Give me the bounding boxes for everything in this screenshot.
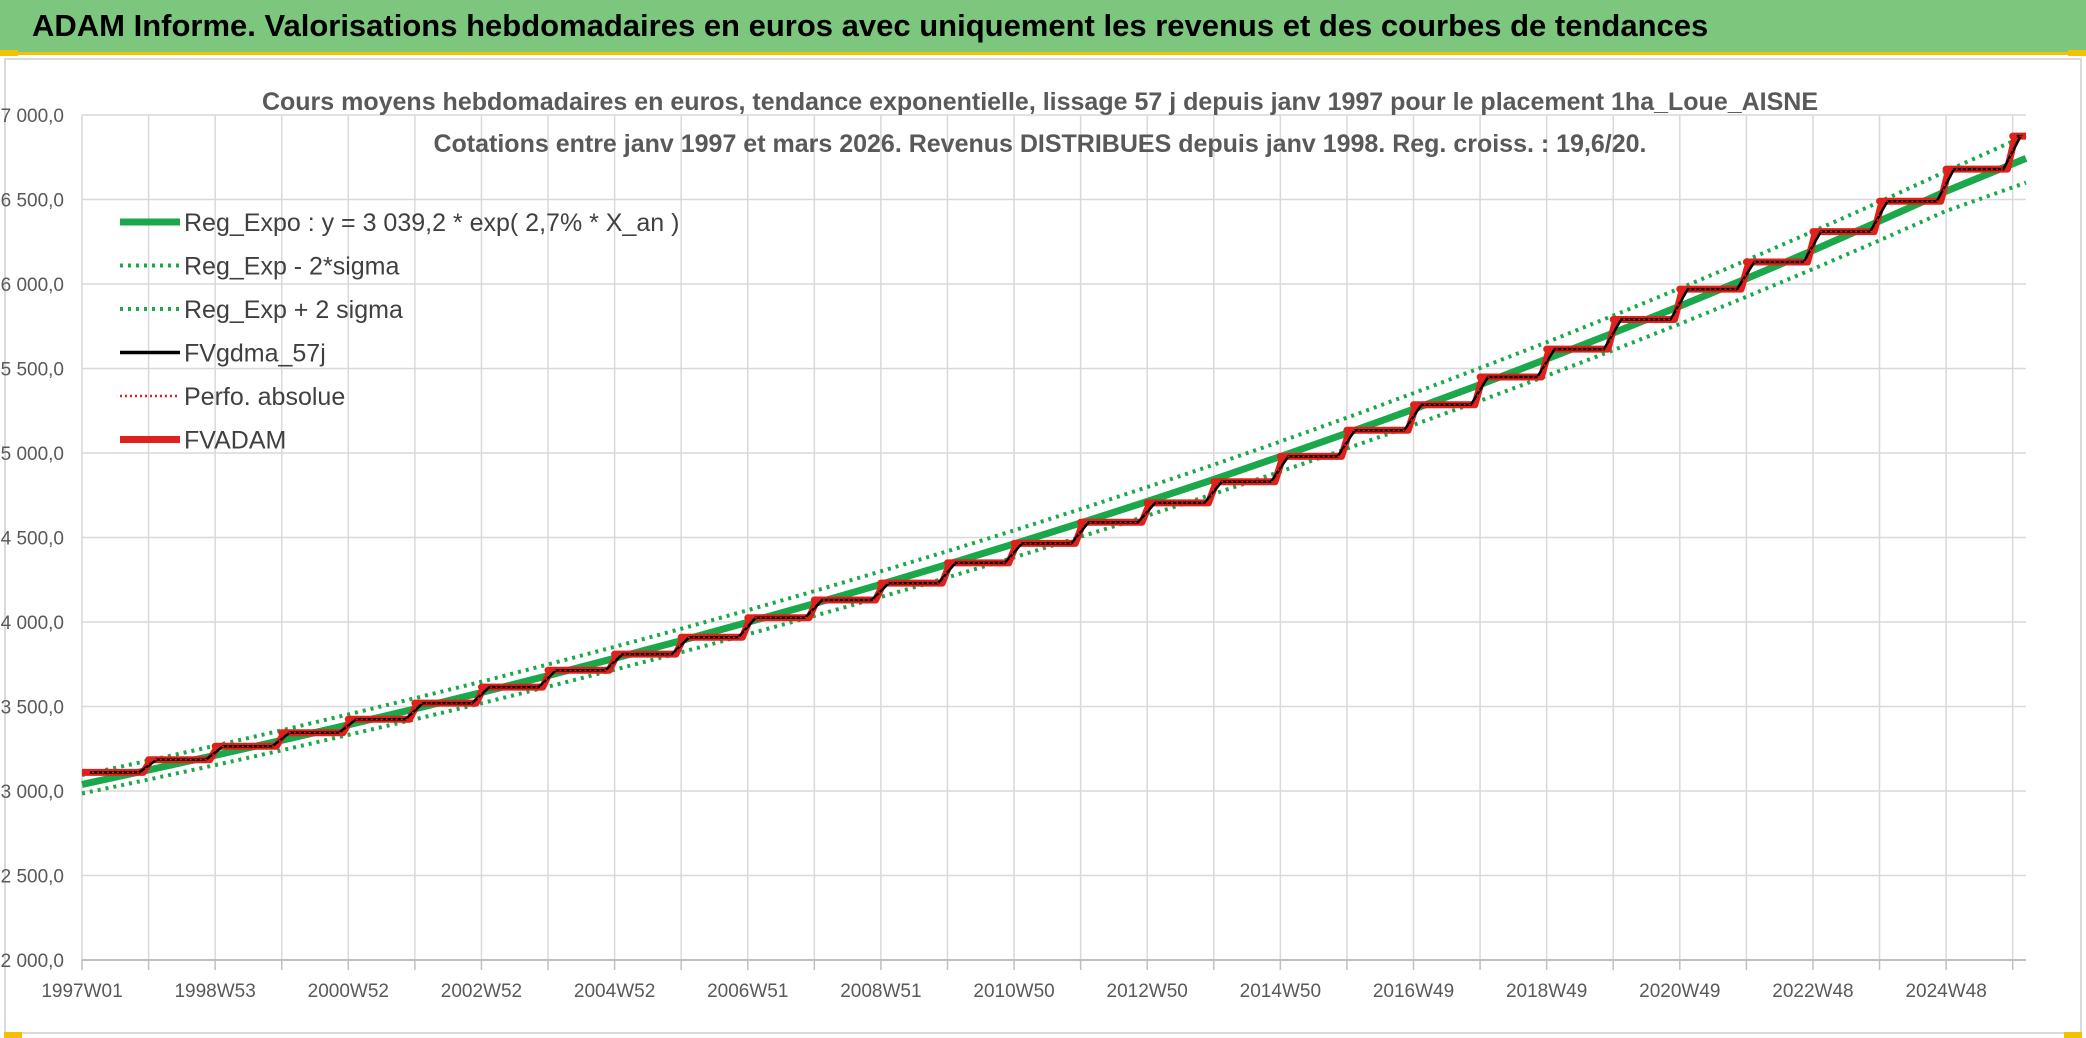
y-tick-label: 5 000,0 bbox=[1, 444, 64, 465]
x-tick-label: 2006W51 bbox=[707, 981, 788, 1002]
y-tick-label: 3 000,0 bbox=[1, 782, 64, 803]
chart-title-line2: Cotations entre janv 1997 et mars 2026. … bbox=[433, 130, 1646, 158]
axes: 2 000,0 2 500,0 3 000,0 3 500,0 4 000,0 4 500… bbox=[1, 106, 2026, 1002]
x-tick-label: 2010W50 bbox=[973, 981, 1054, 1002]
legend: Reg_Expo : y = 3 039,2 * exp( 2,7% * X_a… bbox=[120, 209, 679, 455]
corner-accent-left bbox=[0, 50, 18, 56]
y-tick-label: 2 500,0 bbox=[1, 867, 64, 888]
legend-fvgdma-label: FVgdma_57j bbox=[184, 340, 326, 368]
grid bbox=[81, 114, 2026, 961]
y-tick-label: 5 500,0 bbox=[1, 360, 64, 381]
legend-reg-exp-minus-label: Reg_Exp - 2*sigma bbox=[184, 253, 399, 281]
x-tick-label: 2018W49 bbox=[1506, 981, 1587, 1002]
x-tick-label: 2008W51 bbox=[840, 981, 921, 1002]
x-tick-label: 1998W53 bbox=[174, 981, 255, 1002]
x-tick-label: 2024W48 bbox=[1905, 981, 1986, 1002]
banner-title: ADAM Informe. Valorisations hebdomadaire… bbox=[32, 8, 1709, 43]
x-tick-label: 2012W50 bbox=[1107, 981, 1188, 1002]
x-tick-label: 2004W52 bbox=[574, 981, 655, 1002]
x-tick-label: 2022W48 bbox=[1772, 981, 1853, 1002]
series-reg-exp-plus-2sigma bbox=[81, 133, 2027, 778]
legend-perfo-label: Perfo. absolue bbox=[184, 383, 345, 411]
x-tick-label: 2016W49 bbox=[1373, 981, 1454, 1002]
x-tick-label: 1997W01 bbox=[41, 981, 122, 1002]
series-perfo-absolue bbox=[82, 135, 2026, 774]
y-tick-label: 4 000,0 bbox=[1, 613, 64, 634]
legend-reg-exp-plus-label: Reg_Exp + 2 sigma bbox=[184, 296, 403, 324]
y-tick-label: 3 500,0 bbox=[1, 698, 64, 719]
y-tick-label: 6 500,0 bbox=[1, 191, 64, 212]
corner-accent-bottom-right bbox=[2064, 1032, 2082, 1038]
corner-accent-bottom-left bbox=[4, 1032, 22, 1038]
x-tick-label: 2014W50 bbox=[1240, 981, 1321, 1002]
x-tick-label: 2000W52 bbox=[308, 981, 389, 1002]
series-fvgdma-57j bbox=[90, 134, 2023, 774]
banner: ADAM Informe. Valorisations hebdomadaire… bbox=[0, 0, 2086, 55]
x-tick-label: 2020W49 bbox=[1639, 981, 1720, 1002]
series-layer bbox=[81, 132, 2028, 796]
legend-reg-expo-label: Reg_Expo : y = 3 039,2 * exp( 2,7% * X_a… bbox=[184, 209, 679, 237]
series-reg-expo bbox=[81, 155, 2028, 788]
chart-frame bbox=[4, 58, 2082, 1034]
y-tick-label: 4 500,0 bbox=[1, 529, 64, 550]
corner-accent-right bbox=[2068, 50, 2086, 56]
chart-title-line1: Cours moyens hebdomadaires en euros, ten… bbox=[262, 88, 1818, 116]
x-tick-label: 2002W52 bbox=[441, 981, 522, 1002]
legend-fvadam-label: FVADAM bbox=[184, 427, 286, 455]
y-tick-label: 7 000,0 bbox=[1, 106, 64, 127]
y-tick-label: 2 000,0 bbox=[1, 951, 64, 972]
y-tick-label: 6 000,0 bbox=[1, 275, 64, 296]
